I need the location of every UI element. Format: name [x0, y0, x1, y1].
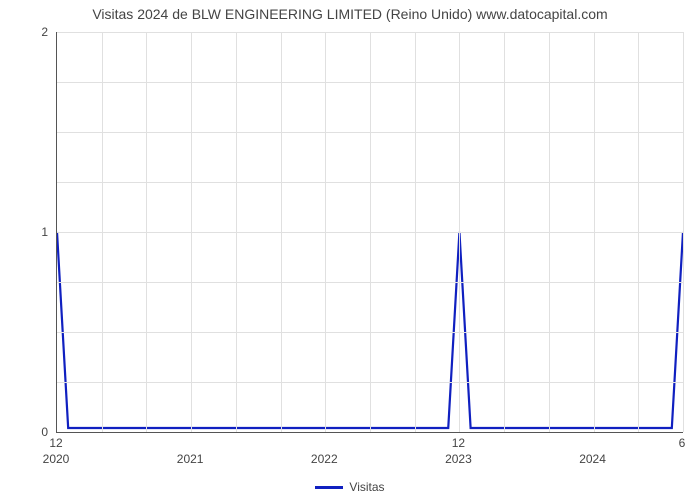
grid-v [191, 32, 192, 432]
x-tick-major: 2023 [433, 452, 483, 466]
grid-v [102, 32, 103, 432]
x-tick-minor: 6 [662, 436, 700, 450]
chart-container: Visitas 2024 de BLW ENGINEERING LIMITED … [0, 0, 700, 500]
x-tick-minor: 12 [36, 436, 76, 450]
legend-swatch [315, 486, 343, 489]
grid-v [236, 32, 237, 432]
grid-v [415, 32, 416, 432]
grid-v [504, 32, 505, 432]
legend: Visitas [0, 480, 700, 494]
x-tick-major: 2024 [568, 452, 618, 466]
grid-v [638, 32, 639, 432]
x-tick-minor: 12 [438, 436, 478, 450]
grid-v [281, 32, 282, 432]
x-tick-major: 2021 [165, 452, 215, 466]
grid-v [370, 32, 371, 432]
y-tick-label: 1 [18, 225, 48, 239]
grid-v [325, 32, 326, 432]
chart-title: Visitas 2024 de BLW ENGINEERING LIMITED … [0, 6, 700, 22]
grid-v [549, 32, 550, 432]
grid-v [146, 32, 147, 432]
grid-v [683, 32, 684, 432]
grid-v [594, 32, 595, 432]
plot-area [56, 32, 683, 433]
legend-label: Visitas [349, 480, 384, 494]
y-tick-label: 2 [18, 25, 48, 39]
grid-v [459, 32, 460, 432]
x-tick-major: 2020 [31, 452, 81, 466]
x-tick-major: 2022 [299, 452, 349, 466]
